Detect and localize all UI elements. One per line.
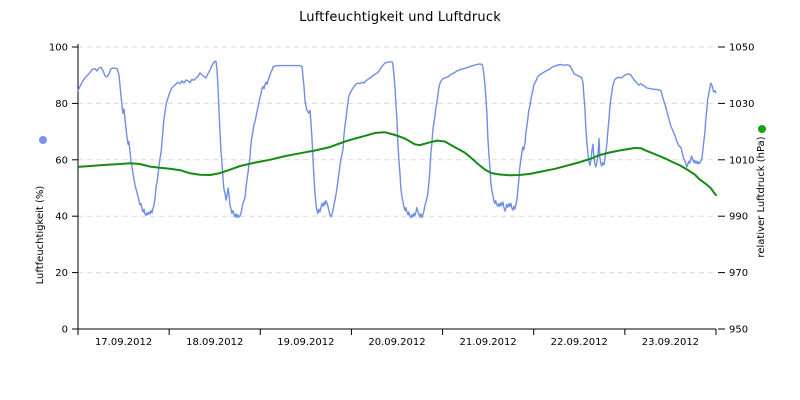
pressure-legend-dot-icon (758, 125, 766, 133)
x-tick-label: 23.09.2012 (642, 337, 699, 348)
humidity-legend-dot-icon (39, 136, 47, 144)
left-tick-label: 20 (55, 268, 68, 279)
right-tick-label: 1010 (729, 155, 754, 166)
left-tick-label: 60 (55, 155, 68, 166)
left-tick-label: 40 (55, 212, 68, 223)
x-tick-label: 21.09.2012 (460, 337, 517, 348)
left-tick-label: 100 (49, 43, 68, 54)
right-tick-label: 1050 (729, 43, 754, 54)
x-tick-label: 22.09.2012 (551, 337, 608, 348)
chart-title: Luftfeuchtigkeit und Luftdruck (299, 10, 501, 25)
x-tick-label: 17.09.2012 (95, 337, 152, 348)
left-tick-label: 80 (55, 99, 68, 110)
right-tick-label: 1030 (729, 99, 754, 110)
right-tick-label: 990 (729, 212, 748, 223)
x-tick-label: 18.09.2012 (186, 337, 243, 348)
right-tick-label: 970 (729, 268, 748, 279)
right-tick-label: 950 (729, 325, 748, 336)
series-line-relativer-luftdruck (77, 131, 717, 197)
series-line-luftfeuchtigkeit (77, 60, 717, 219)
x-tick-label: 20.09.2012 (368, 337, 425, 348)
left-tick-label: 0 (62, 325, 68, 336)
x-tick-label: 19.09.2012 (277, 337, 334, 348)
